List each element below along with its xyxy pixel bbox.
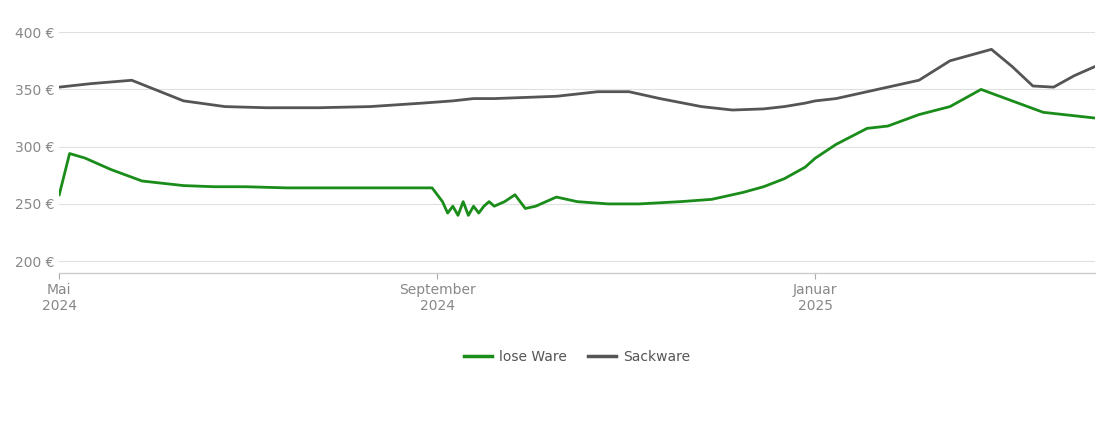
Legend: lose Ware, Sackware: lose Ware, Sackware xyxy=(458,344,695,369)
